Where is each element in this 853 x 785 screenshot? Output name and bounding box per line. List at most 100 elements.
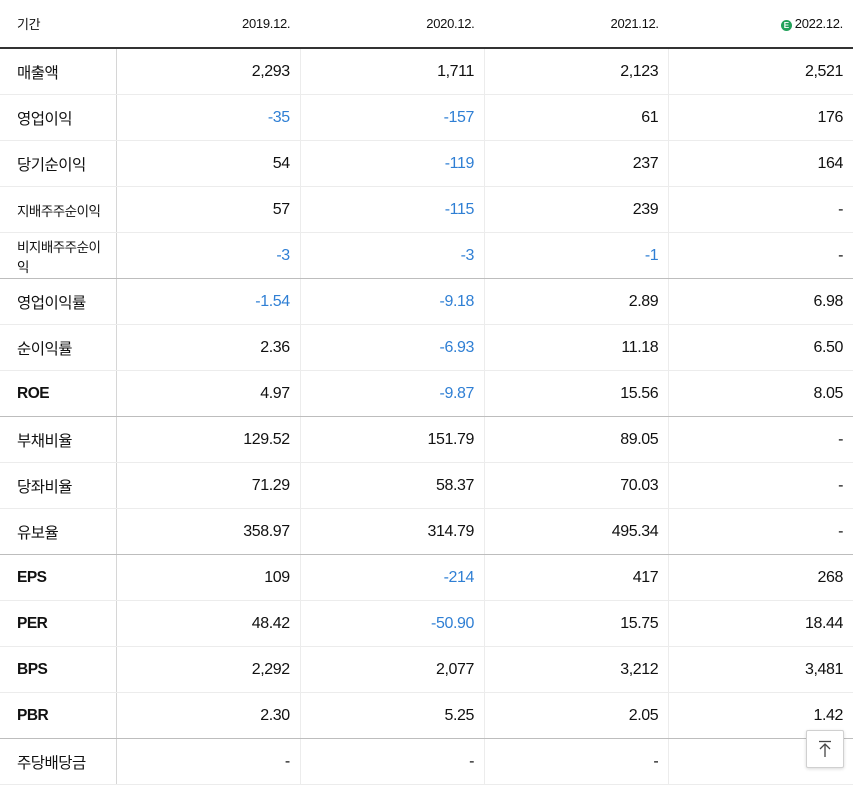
table-cell: 2.05 [483,692,669,739]
table-cell: -3 [299,232,485,279]
table-row: 순이익률 2.36 -6.93 11.18 6.50 [0,324,853,371]
table-row: 당기순이익 54 -119 237 164 [0,140,853,187]
row-label: 주당배당금 [0,738,117,785]
row-label: 매출액 [0,48,117,95]
table-cell: 2,292 [115,646,301,693]
table-cell: 268 [668,554,853,601]
row-label: ROE [0,370,117,417]
table-row: 유보율 358.97 314.79 495.34- [0,508,853,555]
row-label: PER [0,600,117,647]
table-row: PER 48.42 -50.90 15.75 18.44 [0,600,853,647]
table-cell: 151.79 [299,416,485,463]
row-label: 유보율 [0,508,117,555]
table-cell: 358.97 [115,508,301,555]
row-label: 영업이익률 [0,278,117,325]
table-row: 주당배당금---- [0,738,853,785]
table-cell: 6.98 [668,278,853,325]
table-cell: 129.52 [115,416,301,463]
table-cell: 89.05 [483,416,669,463]
table-row: 당좌비율 71.29 58.37 70.03- [0,462,853,509]
table-cell: 18.44 [668,600,853,647]
table-cell: - [115,738,301,785]
table-cell: - [668,186,853,233]
table-cell: 2,123 [483,48,669,95]
table-cell: 54 [115,140,301,187]
table-cell: 57 [115,186,301,233]
column-header: 2019.12. [116,0,301,49]
table-cell: -6.93 [299,324,485,371]
table-cell: 15.56 [483,370,669,417]
table-row: 매출액 2,293 1,711 2,123 2,521 [0,48,853,95]
table-cell: -214 [299,554,485,601]
table-row: ROE 4.97 -9.87 15.56 8.05 [0,370,853,417]
table-cell: - [483,738,669,785]
table-cell: 314.79 [299,508,485,555]
table-cell: 3,212 [483,646,669,693]
row-label: 영업이익 [0,94,117,141]
table-cell: -1 [483,232,669,279]
table-cell: -157 [299,94,485,141]
estimate-icon: E [780,20,792,31]
table-cell: 109 [115,554,301,601]
period-header: 기간 [0,0,116,49]
arrow-up-icon [819,740,831,757]
table-cell: -115 [299,186,485,233]
table-cell: 3,481 [668,646,853,693]
table-cell: - [668,416,853,463]
table-cell: 417 [483,554,669,601]
row-label: 순이익률 [0,324,117,371]
table-cell: 71.29 [115,462,301,509]
table-cell: 5.25 [299,692,485,739]
table-row: 부채비율 129.52 151.79 89.05- [0,416,853,463]
table-cell: 239 [483,186,669,233]
row-label: 당기순이익 [0,140,117,187]
table-cell: - [668,462,853,509]
scroll-to-top-button[interactable] [806,730,844,768]
table-row: 영업이익 -35 -157 61 176 [0,94,853,141]
table-cell: -9.87 [299,370,485,417]
row-label: BPS [0,646,117,693]
table-cell: -50.90 [299,600,485,647]
table-cell: 15.75 [483,600,669,647]
table-row: PBR 2.30 5.25 2.05 1.42 [0,692,853,739]
table-cell: -119 [299,140,485,187]
table-row: 비지배주주순이익 -3 -3 -1- [0,232,853,279]
table-cell: 70.03 [483,462,669,509]
table-cell: 58.37 [299,462,485,509]
table-cell: -3 [115,232,301,279]
table-row: 영업이익률 -1.54 -9.18 2.89 6.98 [0,278,853,325]
table-cell: 1,711 [299,48,485,95]
row-label: PBR [0,692,117,739]
table-cell: - [299,738,485,785]
table-cell: -1.54 [115,278,301,325]
table-cell: 176 [668,94,853,141]
table-cell: 2,077 [299,646,485,693]
column-header: 2020.12. [300,0,485,49]
table-cell: 164 [668,140,853,187]
table-cell: 8.05 [668,370,853,417]
table-cell: 48.42 [115,600,301,647]
table-cell: 495.34 [483,508,669,555]
table-cell: 2,521 [668,48,853,95]
row-label: 부채비율 [0,416,117,463]
table-cell: 2,293 [115,48,301,95]
table-cell: 2.30 [115,692,301,739]
row-label: EPS [0,554,117,601]
table-cell: -35 [115,94,301,141]
table-cell: - [668,508,853,555]
row-label: 지배주주순이익 [0,186,117,233]
column-header: 2021.12. [484,0,669,49]
row-label: 당좌비율 [0,462,117,509]
table-cell: 2.89 [483,278,669,325]
row-label: 비지배주주순이익 [0,232,117,279]
column-header-estimate: E 2022.12. [668,0,853,49]
table-cell: 4.97 [115,370,301,417]
table-cell: 2.36 [115,324,301,371]
table-cell: 61 [483,94,669,141]
table-cell: 237 [483,140,669,187]
column-header-label: 2022.12. [794,16,844,31]
table-row: BPS 2,292 2,077 3,212 3,481 [0,646,853,693]
table-row: 지배주주순이익 57 -115 239- [0,186,853,233]
table-row: EPS 109 -214 417 268 [0,554,853,601]
